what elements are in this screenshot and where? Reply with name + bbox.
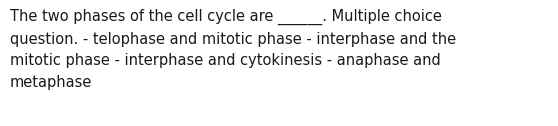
Text: The two phases of the cell cycle are ______. Multiple choice
question. - telopha: The two phases of the cell cycle are ___… xyxy=(10,9,456,90)
